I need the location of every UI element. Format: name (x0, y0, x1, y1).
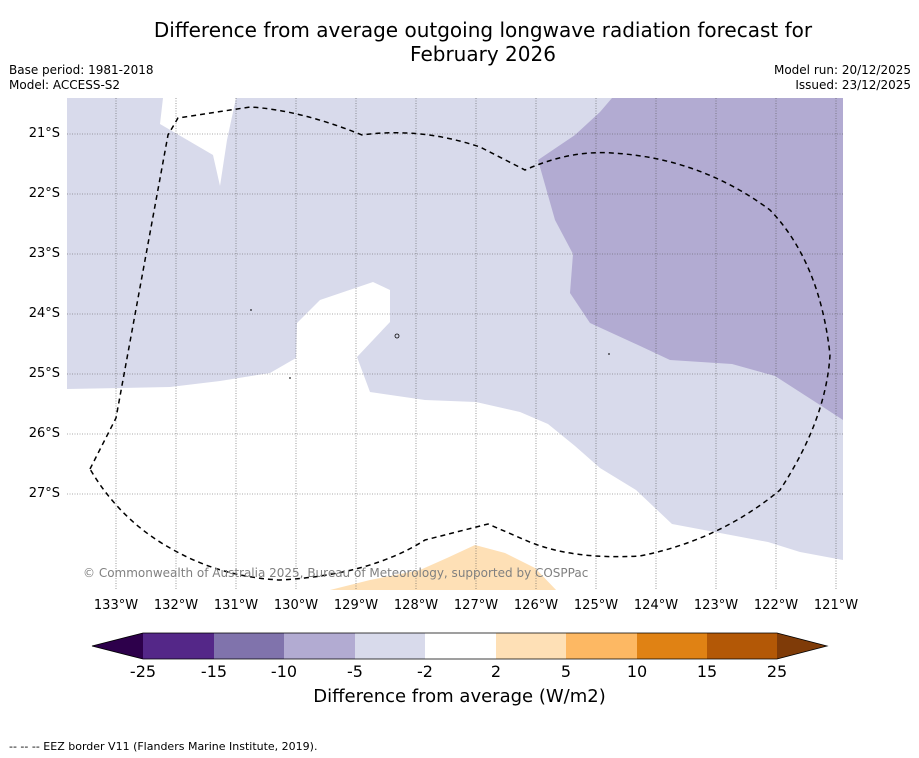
lat-label-26: 26°S (28, 426, 60, 441)
colorbar-bin-3 (355, 633, 425, 659)
meta-right: Model run: 20/12/2025 Issued: 23/12/2025 (774, 63, 911, 93)
colorbar-tick-9: 25 (766, 662, 788, 681)
colorbar-bin-1 (214, 633, 284, 659)
lat-label-24: 24°S (28, 306, 60, 321)
colorbar-bin-5 (496, 633, 566, 659)
region-mid-purple (538, 98, 843, 420)
colorbar-tick-6: 5 (560, 662, 572, 681)
lon-label-127: 127°W (453, 598, 499, 613)
lat-label-27: 27°S (28, 486, 60, 501)
copyright-notice: © Commonwealth of Australia 2025, Bureau… (83, 566, 589, 580)
colorbar-bin-7 (637, 633, 707, 659)
region-light-orange (330, 545, 557, 590)
grid-lines (67, 98, 843, 590)
colorbar-tick-4: -2 (417, 662, 433, 681)
colorbar-outline (91, 632, 829, 660)
small-contour-mark (394, 333, 400, 339)
base-period: Base period: 1981-2018 (9, 63, 154, 77)
lon-label-123: 123°W (693, 598, 739, 613)
title-line-1: Difference from average outgoing longwav… (153, 18, 813, 42)
eez-border (89, 106, 831, 581)
lon-label-128: 128°W (393, 598, 439, 613)
colorbar-tick-0: -25 (129, 662, 157, 681)
issued-date: Issued: 23/12/2025 (795, 78, 911, 92)
lat-label-23: 23°S (28, 246, 60, 261)
lon-label-133: 133°W (93, 598, 139, 613)
title-line-2: February 2026 (410, 42, 556, 66)
colorbar-tick-7: 10 (626, 662, 648, 681)
colorbar-tick-5: 2 (490, 662, 502, 681)
map-area (67, 98, 843, 590)
colorbar-tick-8: 15 (696, 662, 718, 681)
lon-label-121: 121°W (813, 598, 859, 613)
lat-label-22: 22°S (28, 186, 60, 201)
lon-label-122: 122°W (753, 598, 799, 613)
colorbar-bin-0 (143, 633, 214, 659)
colorbar-extend-high (777, 633, 827, 659)
lon-label-131: 131°W (213, 598, 259, 613)
lon-label-132: 132°W (153, 598, 199, 613)
colorbar-tick-1: -15 (200, 662, 228, 681)
lat-label-25: 25°S (28, 366, 60, 381)
lon-label-124: 124°W (633, 598, 679, 613)
colorbar-tick-3: -5 (347, 662, 363, 681)
lon-label-129: 129°W (333, 598, 379, 613)
lon-label-126: 126°W (513, 598, 559, 613)
model-run: Model run: 20/12/2025 (773, 63, 911, 77)
map-title: Difference from average outgoing longwav… (0, 18, 919, 66)
colorbar-bin-4 (425, 633, 496, 659)
model-name: Model: ACCESS-S2 (9, 78, 121, 92)
lon-label-130: 130°W (273, 598, 319, 613)
colorbar (91, 632, 829, 660)
colorbar-tick-2: -10 (270, 662, 298, 681)
colorbar-extend-low (92, 633, 143, 659)
lat-label-21: 21°S (28, 126, 60, 141)
colorbar-bin-8 (707, 633, 777, 659)
colorbar-bin-6 (566, 633, 637, 659)
colorbar-bin-2 (284, 633, 355, 659)
footnote-eez: -- -- -- EEZ border V11 (Flanders Marine… (9, 740, 318, 753)
meta-left: Base period: 1981-2018 Model: ACCESS-S2 (9, 63, 154, 93)
lon-label-125: 125°W (573, 598, 619, 613)
colorbar-label: Difference from average (W/m2) (313, 686, 606, 707)
